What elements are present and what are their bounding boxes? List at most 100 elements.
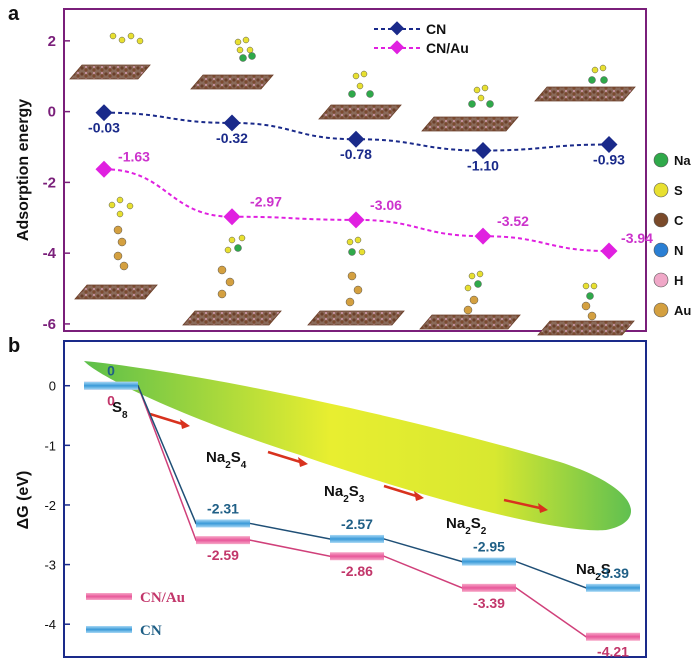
reaction-arrow <box>383 484 419 498</box>
reaction-arrow-head <box>298 457 308 467</box>
legend-cn-label: CN <box>426 21 446 37</box>
panel-a-series: -0.03 -0.32 -0.78 -1.10 -0.93 -1.63 -2.97 -3.06… <box>88 104 653 260</box>
panel-b-ytick-label: -1 <box>44 438 56 453</box>
cn-energy-level <box>84 381 138 390</box>
legend-cnau-marker <box>389 40 405 55</box>
graphene-sheet <box>537 282 635 336</box>
panel-b-y-ticks: 0 -1 -2 -3 -4 <box>44 379 70 632</box>
graphene-sheet <box>190 36 274 90</box>
atom-key-swatch <box>653 182 669 198</box>
species-label: Na2S3 <box>324 483 365 505</box>
graphene-sheet <box>307 236 405 326</box>
graphene-sheet <box>421 84 519 132</box>
cnau-value-label: -3.94 <box>621 230 653 246</box>
panel-a-ytick-label: -2 <box>43 174 56 191</box>
species-label: Na2S4 <box>206 449 247 471</box>
cnau-series-line <box>103 168 610 253</box>
graphene-sheet <box>69 32 151 80</box>
atom-key-swatch <box>653 302 669 318</box>
panel-a-frame <box>63 8 647 332</box>
cnau-data-point <box>474 227 492 245</box>
cn-value-label: -0.93 <box>593 152 625 168</box>
cnau-data-point <box>347 211 365 229</box>
atom-key-swatch <box>653 272 669 288</box>
panel-b-legend: CN/Au CN <box>86 590 185 639</box>
graphene-sheet <box>74 196 158 300</box>
cn-data-point <box>600 136 618 154</box>
cn-value-label: -0.03 <box>88 120 120 136</box>
species-label: Na2S2 <box>446 515 487 537</box>
panel-a-ytick-label: 2 <box>48 33 56 50</box>
graphene-sheet <box>318 70 402 120</box>
reaction-arrow-head <box>414 491 424 501</box>
reaction-arrow <box>267 450 303 464</box>
legend-b-cn-label: CN <box>140 623 162 639</box>
atom-key-swatch <box>653 212 669 228</box>
legend-b-cnau-swatch <box>86 593 132 600</box>
cn-value-label: -1.10 <box>467 158 499 174</box>
cn-energy-label: -3.39 <box>597 565 629 581</box>
reaction-arrow-head <box>180 419 190 429</box>
cnau-energy-level <box>586 632 640 641</box>
panel-b-label: b <box>8 335 20 357</box>
cnau-value-label: -3.52 <box>497 213 529 229</box>
reaction-arrow <box>149 412 185 426</box>
panel-a-legend: CN CN/Au <box>374 21 469 56</box>
cnau-energy-label: 0 <box>107 393 115 409</box>
cnau-energy-level <box>462 583 516 592</box>
cn-energy-level <box>330 534 384 543</box>
panel-a-ytick-label: -6 <box>43 316 56 333</box>
cn-energy-level <box>196 519 250 528</box>
panel-a-ytick-label: -4 <box>43 245 57 262</box>
cnau-energy-label: -2.59 <box>207 547 239 563</box>
cnau-energy-level <box>330 552 384 561</box>
panel-b-ytick-label: 0 <box>49 379 56 394</box>
cnau-energy-level <box>196 536 250 545</box>
reaction-arrows <box>149 412 548 513</box>
cnau-energy-label: -4.21 <box>597 644 629 660</box>
legend-b-cnau-label: CN/Au <box>140 590 185 606</box>
atom-key-label: S <box>674 183 683 198</box>
atom-key-label: H <box>674 273 683 288</box>
cnau-value-label: -3.06 <box>370 197 402 213</box>
panel-b-ytick-label: -3 <box>44 558 56 573</box>
cn-data-point <box>223 114 241 132</box>
cn-value-label: -0.78 <box>340 146 372 162</box>
panel-a-ytick-label: 0 <box>48 104 56 121</box>
cnau-energy-label: -3.39 <box>473 595 505 611</box>
legend-cn-marker <box>389 21 405 36</box>
cn-energy-label: 0 <box>107 363 115 379</box>
adsorption-structures <box>69 32 636 336</box>
cn-data-point <box>347 130 365 148</box>
graphene-sheet <box>182 234 282 326</box>
cnau-data-point <box>95 160 113 178</box>
cnau-data-point <box>600 242 618 260</box>
reaction-path-leaf <box>84 361 632 531</box>
panel-b-ylabel: ΔG (eV) <box>15 471 32 530</box>
atom-key-label: Au <box>674 303 691 318</box>
panel-a-y-ticks: 2 0 -2 -4 -6 <box>43 33 70 333</box>
panel-b-ytick-label: -4 <box>44 617 56 632</box>
cn-data-point <box>474 142 492 160</box>
atom-key-label: N <box>674 243 683 258</box>
cnau-data-point <box>223 208 241 226</box>
cnau-energy-label: -2.86 <box>341 563 373 579</box>
cn-energy-label: -2.95 <box>473 539 505 555</box>
cn-energy-label: -2.31 <box>207 500 239 516</box>
atom-key-label: Na <box>674 153 691 168</box>
legend-b-cn-swatch <box>86 626 132 633</box>
atom-key-swatch <box>653 242 669 258</box>
cnau-value-label: -1.63 <box>118 148 150 164</box>
cn-energy-level <box>462 557 516 566</box>
panel-a-ylabel: Adsorption energy <box>15 99 32 241</box>
panel-b-ytick-label: -2 <box>44 498 56 513</box>
graphene-sheet <box>419 270 521 330</box>
reaction-species: S8 Na2S4 Na2S3 Na2S2 Na2S <box>112 399 611 583</box>
cn-data-point <box>95 104 113 122</box>
atom-key-swatch <box>653 152 669 168</box>
legend-cnau-label: CN/Au <box>426 40 469 56</box>
panel-b-series: 0 -2.59 -2.86 -3.39 -4.21 0 -2.31 -2.57 -2.95 -3.… <box>84 363 640 660</box>
cn-energy-level <box>586 583 640 592</box>
